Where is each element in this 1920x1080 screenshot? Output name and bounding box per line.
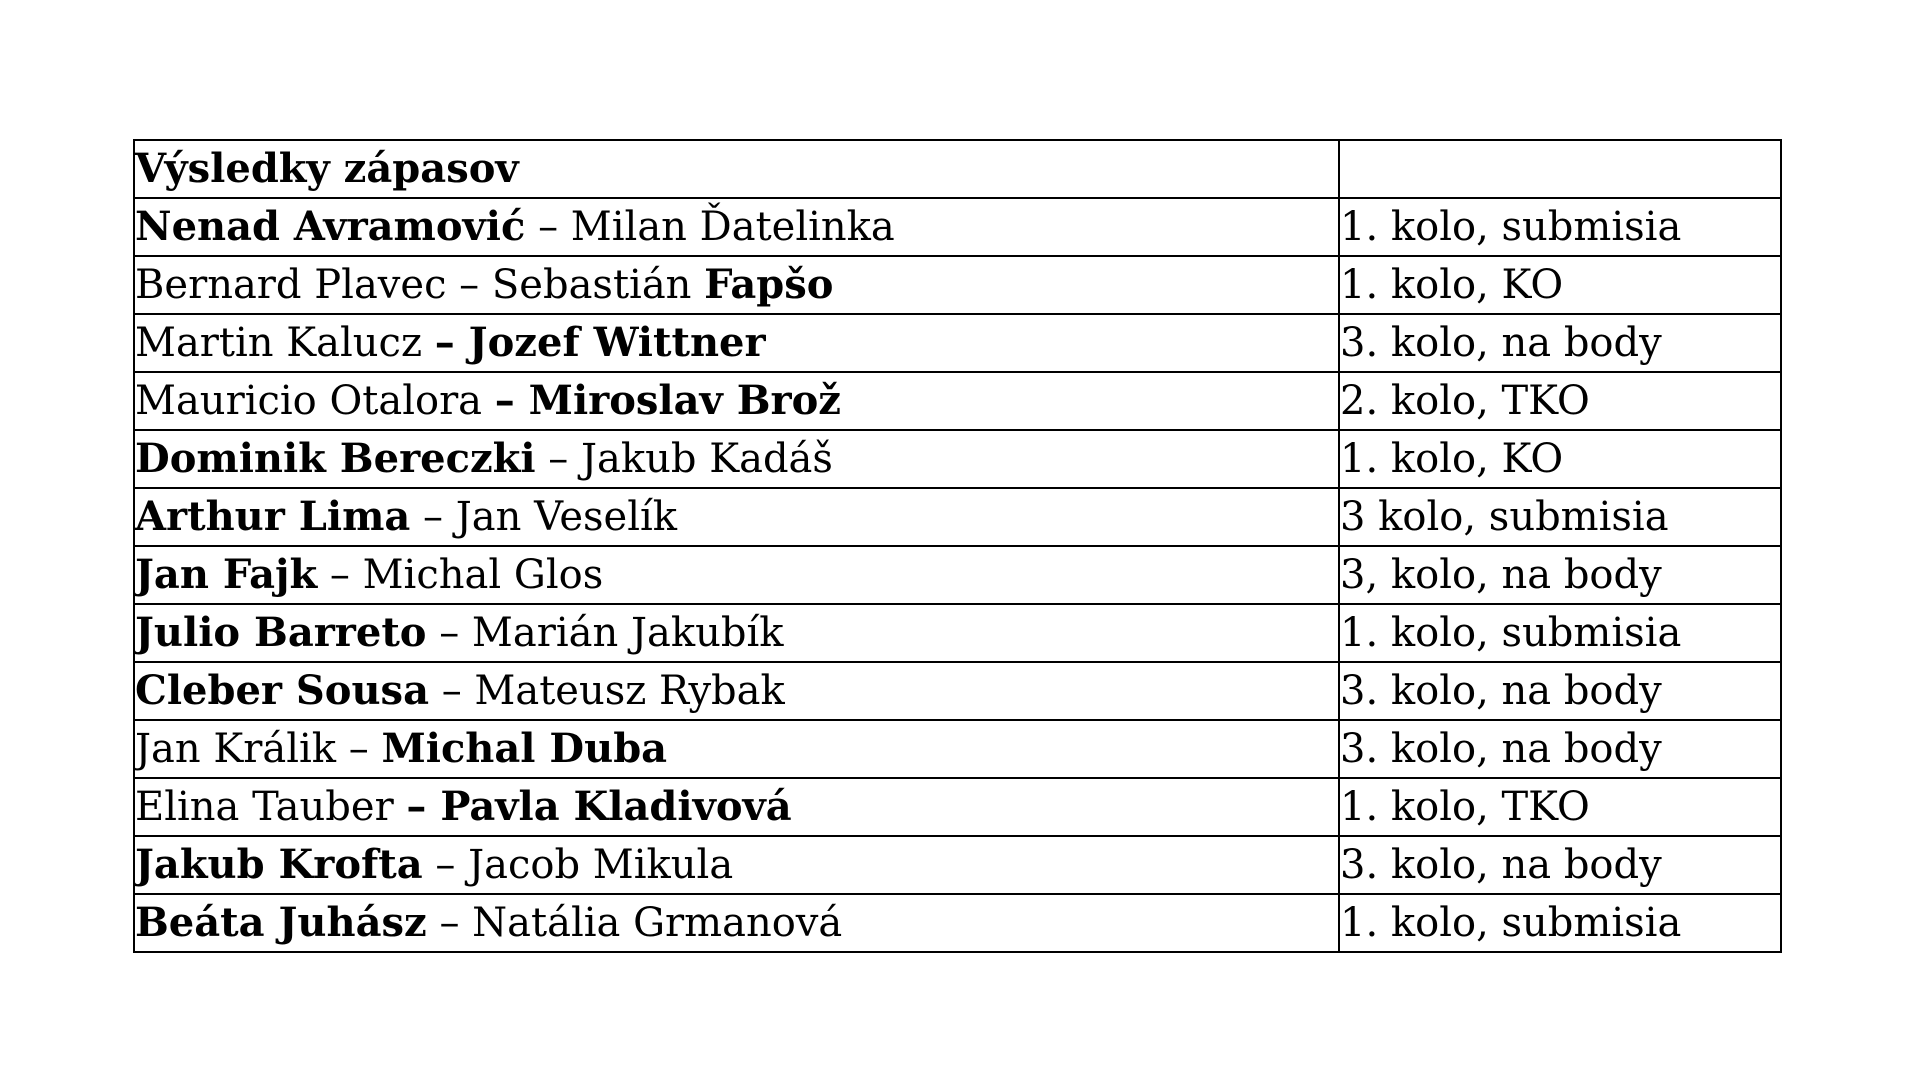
results-table: Výsledky zápasov Nenad Avramović – Milan…: [133, 139, 1782, 953]
fighter-name: Jan Králik –: [135, 726, 382, 772]
match-row: Julio Barreto – Marián Jakubík 1. kolo, s…: [133, 603, 1782, 663]
fighter-name-winner: – Pavla Kladivová: [406, 783, 792, 830]
match-row: Bernard Plavec – Sebastián Fapšo 1. kolo,…: [133, 255, 1782, 315]
fighters-cell: Bernard Plavec – Sebastián Fapšo: [133, 255, 1340, 315]
result-cell: 1. kolo, KO: [1338, 255, 1782, 315]
fighter-name-winner: Julio Barreto: [135, 609, 427, 656]
fighter-name-winner: Jakub Krofta: [135, 841, 423, 888]
fighter-name: Bernard Plavec – Sebastián: [135, 262, 705, 308]
match-row: Beáta Juhász – Natália Grmanová 1. kolo, …: [133, 893, 1782, 953]
fighter-name: – Jakub Kadáš: [535, 436, 833, 482]
fighter-name: Elina Tauber: [135, 784, 407, 830]
fighters-cell: Julio Barreto – Marián Jakubík: [133, 603, 1340, 663]
fighter-name: – Jan Veselík: [410, 494, 678, 540]
fighters-cell: Mauricio Otalora – Miroslav Brož: [133, 371, 1340, 431]
fighters-cell: Cleber Sousa – Mateusz Rybak: [133, 661, 1340, 721]
result-cell: 1. kolo, submisia: [1338, 893, 1782, 953]
fighter-name-winner: Cleber Sousa: [135, 667, 429, 714]
fighter-name: – Jacob Mikula: [422, 842, 734, 888]
fighters-cell: Dominik Bereczki – Jakub Kadáš: [133, 429, 1340, 489]
fighter-name: – Michal Glos: [317, 552, 604, 598]
match-row: Mauricio Otalora – Miroslav Brož 2. kolo,…: [133, 371, 1782, 431]
header-empty-cell: [1338, 139, 1782, 199]
fighter-name: – Marián Jakubík: [426, 610, 784, 656]
fighters-cell: Jan Králik – Michal Duba: [133, 719, 1340, 779]
match-row: Jakub Krofta – Jacob Mikula 3. kolo, na b…: [133, 835, 1782, 895]
result-cell: 1. kolo, submisia: [1338, 603, 1782, 663]
fighters-cell: Elina Tauber – Pavla Kladivová: [133, 777, 1340, 837]
result-cell: 3. kolo, na body: [1338, 661, 1782, 721]
result-cell: 3. kolo, na body: [1338, 835, 1782, 895]
result-cell: 3, kolo, na body: [1338, 545, 1782, 605]
fighters-cell: Arthur Lima – Jan Veselík: [133, 487, 1340, 547]
fighter-name: Mauricio Otalora: [135, 378, 495, 424]
result-cell: 3. kolo, na body: [1338, 313, 1782, 373]
result-cell: 3 kolo, submisia: [1338, 487, 1782, 547]
result-cell: 1. kolo, submisia: [1338, 197, 1782, 257]
match-row: Elina Tauber – Pavla Kladivová 1. kolo, T…: [133, 777, 1782, 837]
fighter-name-winner: Michal Duba: [381, 725, 668, 772]
results-table-container: Výsledky zápasov Nenad Avramović – Milan…: [133, 139, 1782, 953]
fighter-name-winner: Arthur Lima: [135, 493, 411, 540]
match-row: Nenad Avramović – Milan Ďatelinka 1. kolo…: [133, 197, 1782, 257]
result-cell: 1. kolo, KO: [1338, 429, 1782, 489]
match-row: Jan Králik – Michal Duba 3. kolo, na body: [133, 719, 1782, 779]
fighters-cell: Jan Fajk – Michal Glos: [133, 545, 1340, 605]
fighters-cell: Martin Kalucz – Jozef Wittner: [133, 313, 1340, 373]
fighter-name: – Milan Ďatelinka: [525, 204, 895, 250]
match-row: Martin Kalucz – Jozef Wittner 3. kolo, na…: [133, 313, 1782, 373]
fighters-cell: Jakub Krofta – Jacob Mikula: [133, 835, 1340, 895]
fighters-cell: Nenad Avramović – Milan Ďatelinka: [133, 197, 1340, 257]
fighters-cell: Beáta Juhász – Natália Grmanová: [133, 893, 1340, 953]
header-row: Výsledky zápasov: [133, 139, 1782, 199]
fighter-name-winner: – Jozef Wittner: [434, 319, 766, 366]
match-row: Dominik Bereczki – Jakub Kadáš 1. kolo, K…: [133, 429, 1782, 489]
fighter-name-winner: – Miroslav Brož: [494, 377, 841, 424]
fighter-name-winner: Fapšo: [704, 261, 834, 308]
match-row: Cleber Sousa – Mateusz Rybak 3. kolo, na …: [133, 661, 1782, 721]
match-row: Jan Fajk – Michal Glos 3, kolo, na body: [133, 545, 1782, 605]
fighter-name-winner: Jan Fajk: [135, 551, 318, 598]
fighter-name: – Natália Grmanová: [426, 900, 843, 946]
match-row: Arthur Lima – Jan Veselík 3 kolo, submisi…: [133, 487, 1782, 547]
table-title: Výsledky zápasov: [133, 139, 1340, 199]
result-cell: 2. kolo, TKO: [1338, 371, 1782, 431]
fighter-name: Martin Kalucz: [135, 320, 435, 366]
result-cell: 3. kolo, na body: [1338, 719, 1782, 779]
fighter-name-winner: Beáta Juhász: [135, 899, 427, 946]
fighter-name: – Mateusz Rybak: [428, 668, 785, 714]
fighter-name-winner: Dominik Bereczki: [135, 435, 536, 482]
fighter-name-winner: Nenad Avramović: [135, 203, 526, 250]
result-cell: 1. kolo, TKO: [1338, 777, 1782, 837]
